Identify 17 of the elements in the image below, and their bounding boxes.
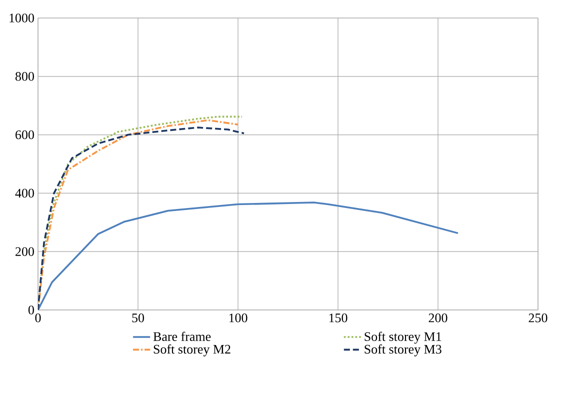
y-tick-label: 0 [28,306,34,314]
legend-label: Soft storey M1 [364,332,442,344]
legend-label: Soft storey M3 [364,344,442,356]
y-tick-label: 1000 [10,14,34,22]
x-tick-label: 150 [329,314,348,322]
x-tick-label: 200 [428,314,448,322]
y-tick-label: 200 [16,247,34,256]
x-tick-label: 250 [528,314,548,322]
x-tick-label: 100 [229,314,248,322]
line-series [38,202,459,310]
y-tick-label: 600 [16,130,34,140]
legend-label: Soft storey M2 [154,344,230,356]
y-tick-label: 400 [15,188,34,198]
x-tick-label: 50 [132,314,144,322]
x-tick-label: 0 [35,314,41,322]
legend-label: Bare frame [153,332,211,341]
y-tick-label: 800 [15,72,34,81]
